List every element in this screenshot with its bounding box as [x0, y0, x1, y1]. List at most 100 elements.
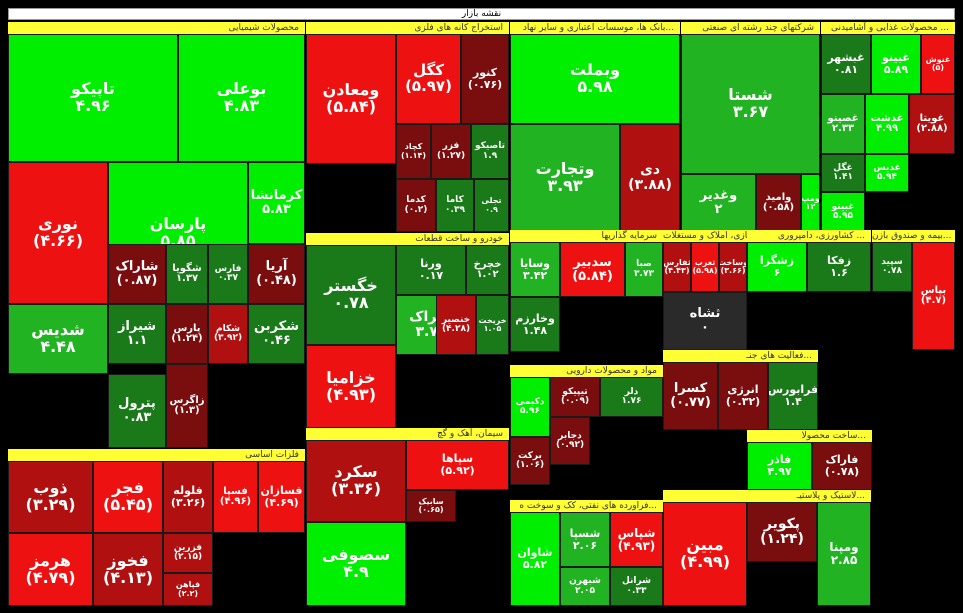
stock-tile[interactable]: پارس (۱.۲۴) — [166, 304, 208, 364]
stock-tile[interactable]: فارس ۰.۳۷ — [208, 244, 248, 304]
stock-tile[interactable]: سدبیر (۵.۸۴) — [560, 242, 625, 297]
sector-header[interactable]: خودرو و ساخت قطعات — [306, 233, 509, 245]
stock-tile[interactable]: خزامیا (۴.۹۳) — [306, 345, 396, 428]
stock-tile[interactable]: زاگرس (۱.۳) — [166, 364, 208, 448]
stock-tile[interactable]: انرژی (۰.۳۲) — [718, 362, 768, 430]
stock-tile[interactable]: فلوله (۳.۲۶) — [163, 461, 213, 533]
sector-header[interactable]: سرمایه گذاریها — [510, 230, 663, 242]
stock-tile[interactable]: ذوب (۳.۲۹) — [8, 461, 93, 533]
stock-tile[interactable]: شاوان ۵.۸۲ — [510, 512, 560, 606]
stock-tile[interactable]: شکام (۳.۹۲) — [208, 304, 248, 364]
sector-header[interactable]: انبوه سازی، املاک و مستغلات — [663, 230, 747, 242]
stock-tile[interactable]: شسپا ۲.۰۶ — [560, 512, 610, 567]
stock-tile[interactable]: غصینو ۲.۳۳ — [821, 94, 865, 154]
sector-header[interactable]: بیمه و صندوق بازن... — [872, 230, 955, 242]
stock-tile[interactable]: فپاهن (۲.۲) — [163, 573, 213, 606]
stock-tile[interactable]: دکیمی ۵.۹۶ — [510, 377, 550, 437]
sector-header[interactable]: شرکتهای چند رشته ای صنعتی — [681, 22, 820, 34]
stock-tile[interactable]: ومعادن (۵.۸۴) — [306, 34, 396, 164]
stock-tile[interactable]: دلر ۱.۷۶ — [600, 377, 663, 417]
stock-tile[interactable]: شگویا ۱.۳۷ — [166, 244, 208, 304]
stock-tile[interactable]: پکویر (۱.۲۴) — [747, 502, 817, 562]
stock-tile[interactable]: کدما (۰.۲) — [396, 179, 436, 232]
stock-tile[interactable]: غبینو ۵.۹۵ — [821, 192, 865, 232]
stock-tile[interactable]: سپاها (۵.۹۲) — [406, 440, 509, 490]
sector-header[interactable]: کشاورزی، دامپروری ... — [747, 230, 871, 242]
stock-tile[interactable]: وغدیر ۲ — [681, 174, 756, 232]
stock-tile[interactable]: فسپا (۴.۹۶) — [213, 461, 258, 533]
sector-header[interactable]: محصولات شیمیایی — [8, 22, 305, 34]
stock-tile[interactable]: وامید (۰.۵۸) — [756, 174, 801, 232]
stock-tile[interactable]: غگل ۱.۴۱ — [821, 154, 865, 192]
stock-tile[interactable]: وسایا ۳.۴۲ — [510, 242, 560, 297]
stock-tile[interactable]: دی (۳.۸۸) — [620, 124, 680, 232]
stock-tile[interactable]: دجابر (۰.۹۲) — [550, 417, 590, 465]
stock-tile[interactable]: شستا ۳.۶۷ — [681, 34, 820, 174]
sector-header[interactable]: استخراج کانه های فلزی — [306, 22, 509, 34]
stock-tile[interactable]: فزرین (۲.۱۵) — [163, 533, 213, 573]
sector-header[interactable]: فلزات اساسی — [8, 449, 305, 461]
stock-tile[interactable]: فخوز (۴.۱۳) — [93, 533, 163, 606]
sector-header[interactable]: فعالیت های جنـ... — [663, 350, 818, 362]
stock-tile[interactable]: سپید ۰.۷۸ — [872, 242, 912, 292]
stock-tile[interactable]: شرانل ۰.۳۳ — [610, 567, 663, 606]
stock-tile[interactable]: ورنا ۰.۱۷ — [396, 245, 466, 295]
stock-tile[interactable]: فزر (۱.۲۷) — [431, 124, 471, 179]
stock-tile[interactable]: بپاس (۴.۷) — [912, 242, 955, 350]
sector-header[interactable]: سیمان، آهک و گچ — [306, 428, 509, 440]
stock-tile[interactable]: تجلی ۰.۹ — [474, 179, 509, 232]
stock-tile[interactable]: خریخت ۱.۰۵ — [476, 295, 509, 355]
stock-tile[interactable]: شاراک (۰.۸۷) — [108, 244, 166, 304]
stock-tile[interactable]: هرمز (۴.۷۹) — [8, 533, 93, 606]
stock-tile[interactable]: پترول ۰.۸۳ — [108, 374, 166, 448]
stock-tile[interactable]: تاصیکو ۱.۹ — [471, 124, 509, 179]
stock-tile[interactable]: غنوش (۵) — [921, 34, 955, 94]
stock-tile[interactable]: غدیس ۵.۹۴ — [865, 154, 909, 192]
stock-tile[interactable]: کچاد (۱.۱۴) — [396, 124, 431, 179]
stock-tile[interactable]: ثفارس (۴.۴۳) — [663, 242, 691, 292]
stock-tile[interactable]: تیپیکو (۰.۰۹) — [550, 377, 600, 417]
sector-header[interactable]: محصولات غذایی و آشامیدنی ... — [821, 22, 955, 34]
stock-tile[interactable]: غدشت ۴.۹۹ — [865, 94, 909, 154]
stock-tile[interactable]: شبهرن ۲.۰۵ — [560, 567, 610, 606]
stock-tile[interactable]: غبشهر ۰.۸۱ — [821, 34, 871, 94]
stock-tile[interactable]: خچرخ ۱.۰۲ — [466, 245, 509, 295]
stock-tile[interactable]: برکت (۱.۰۶) — [510, 437, 550, 485]
stock-tile[interactable]: فاذر ۴.۹۷ — [747, 442, 812, 490]
sector-header[interactable]: بانک ها، موسسات اعتباری و سایر نهاد... — [510, 22, 680, 34]
stock-tile[interactable]: وبملت ۵.۹۸ — [510, 34, 680, 124]
stock-tile[interactable]: کاما ۰.۳۹ — [436, 179, 474, 232]
stock-tile[interactable]: ثغرب (۵.۹۸) — [691, 242, 719, 292]
stock-tile[interactable]: غویتا (۲.۸۸) — [909, 94, 955, 154]
stock-tile[interactable]: شدیس ۴.۴۸ — [8, 304, 108, 374]
sector-header[interactable]: فراورده های نفتی، کک و سوخت ه... — [510, 500, 663, 512]
stock-tile[interactable]: فسازان (۴.۶۹) — [258, 461, 305, 533]
stock-tile[interactable]: زفکا ۱.۶ — [807, 242, 871, 292]
stock-tile[interactable]: صبا ۳.۷۳ — [625, 242, 663, 297]
stock-tile[interactable]: شیراز ۱.۱ — [108, 304, 166, 364]
stock-tile[interactable]: شپاس (۴.۹۳) — [610, 512, 663, 567]
stock-tile[interactable]: فاراک (۰.۷۸) — [812, 442, 872, 490]
stock-tile[interactable]: کگل (۵.۹۷) — [396, 34, 461, 124]
stock-tile[interactable]: آریا (۰.۴۸) — [248, 244, 305, 304]
stock-tile[interactable]: ثشاه ۰ — [663, 292, 747, 350]
stock-tile[interactable]: بوعلی ۴.۸۳ — [178, 34, 305, 162]
stock-tile[interactable]: سکرد (۳.۳۶) — [306, 440, 406, 522]
stock-tile[interactable]: وتجارت ۳.۹۳ — [510, 124, 620, 232]
sector-header[interactable]: ساخت محصولا... — [747, 430, 872, 442]
stock-tile[interactable]: تاپیکو ۴.۹۶ — [8, 34, 178, 162]
stock-tile[interactable]: ومپنا ۲.۸۵ — [817, 502, 871, 606]
stock-tile[interactable]: زشگزا ۶ — [747, 242, 807, 292]
stock-tile[interactable]: شکربن ۰.۴۶ — [248, 304, 305, 364]
stock-tile[interactable]: خگستر ۰.۷۸ — [306, 245, 396, 345]
stock-tile[interactable]: فرابورس ۱.۴ — [768, 362, 818, 430]
stock-tile[interactable]: سصوفی ۴.۹ — [306, 522, 406, 606]
sector-header[interactable]: لاستیک و پلاستیـ... — [663, 490, 871, 502]
sector-header[interactable]: مواد و محصولات دارویی — [510, 365, 663, 377]
stock-tile[interactable]: کسرا (۰.۷۷) — [663, 362, 718, 430]
stock-tile[interactable]: غبینو ۵.۸۹ — [871, 34, 921, 94]
stock-tile[interactable]: فجر (۵.۴۵) — [93, 461, 163, 533]
stock-tile[interactable]: مبین (۴.۹۹) — [663, 502, 747, 606]
stock-tile[interactable]: کنور (۰.۷۶) — [461, 34, 509, 124]
stock-tile[interactable]: کرمانشا ۵.۸۳ — [248, 162, 305, 244]
